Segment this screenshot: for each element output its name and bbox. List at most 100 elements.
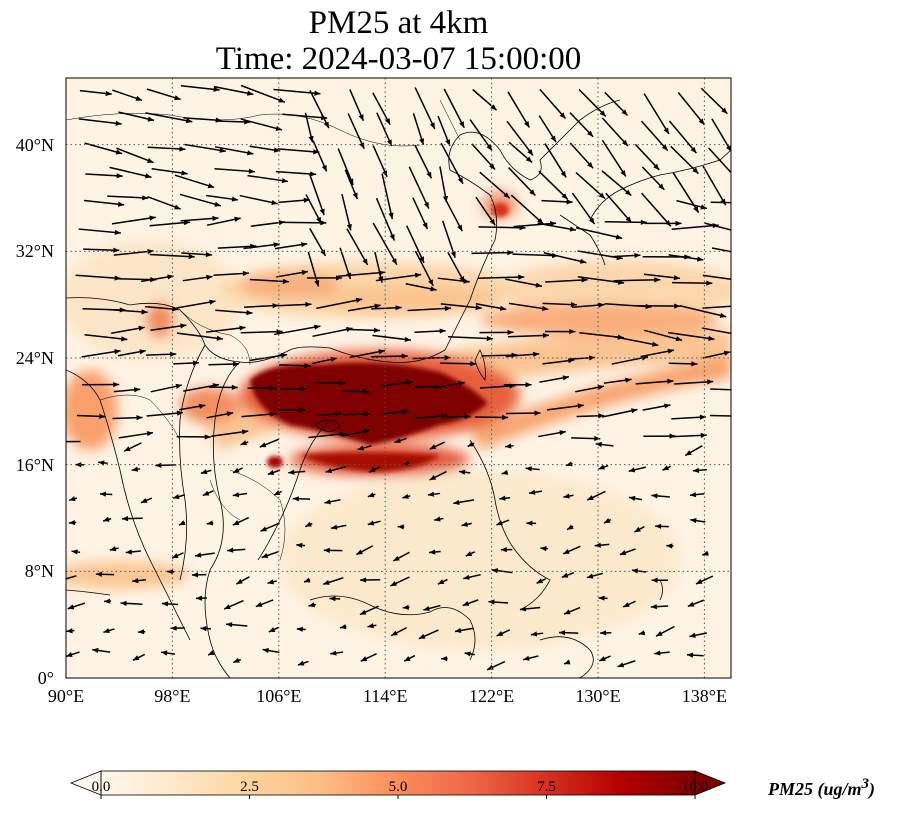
wind-vector-shaft (408, 166, 430, 209)
wind-vector-shaft (243, 243, 280, 250)
wind-vector-head (655, 523, 662, 529)
wind-vector-head (696, 579, 703, 584)
wind-vector-shaft (213, 85, 254, 96)
wind-vector-head (149, 215, 156, 221)
coastlines (66, 99, 731, 678)
wind-vector-shaft (372, 92, 391, 126)
wind-vector-shaft (83, 248, 120, 252)
wind-vector-shaft (478, 226, 526, 229)
wind-vector-head (586, 573, 594, 579)
wind-vector-shaft (66, 575, 77, 580)
wind-vector-head (437, 579, 445, 585)
wind-vector-head (212, 215, 219, 222)
wind-vector-shaft (407, 307, 452, 312)
wind-vector-shaft (440, 142, 464, 185)
wind-vector-head (541, 305, 549, 311)
wind-vector-head (459, 469, 466, 475)
wind-vector-shaft (505, 278, 543, 287)
wind-vector-head (598, 302, 605, 308)
wind-vector-shaft (545, 278, 588, 283)
wind-vector-shaft (671, 224, 719, 230)
map-subtitle-time: Time: 2024-03-07 15:00:00 (215, 41, 582, 77)
wind-vector-shaft (184, 143, 226, 153)
wind-vector-head (441, 656, 448, 662)
wind-vector-head (597, 384, 605, 390)
wind-vector-shaft (275, 170, 317, 176)
wind-vector-head (246, 310, 253, 316)
wind-vector-head (288, 469, 295, 475)
wind-vector-shaft (176, 332, 223, 340)
wind-vector-shaft (641, 192, 672, 227)
wind-vector-head (280, 352, 288, 359)
wind-vector-head (598, 464, 605, 470)
wind-vector-head (692, 467, 700, 473)
wind-vector-head (594, 435, 601, 442)
wind-vector-head (208, 650, 215, 656)
wind-vector-head (570, 301, 577, 308)
wind-vector-shaft (183, 117, 222, 122)
wind-vector-head (459, 121, 465, 128)
wind-vector-shaft (375, 273, 422, 282)
wind-vector-head (739, 251, 745, 256)
lon-tick-label: 138°E (681, 686, 727, 706)
wind-vector-head (104, 598, 111, 604)
wind-vector-head (530, 631, 538, 637)
wind-vector-shaft (346, 228, 369, 266)
wind-vector-shaft (508, 334, 550, 338)
wind-vector-head (121, 336, 128, 342)
wind-vector-head (170, 351, 177, 357)
wind-vector-head (463, 278, 470, 284)
wind-vector-shaft (174, 174, 215, 189)
wind-vector-head (674, 303, 681, 309)
wind-vector-head (689, 632, 696, 638)
wind-vector-head (507, 250, 514, 256)
wind-vector-shaft (709, 414, 731, 417)
wind-vector-head (95, 571, 102, 577)
wind-vector-head (402, 493, 409, 499)
lon-tick-label: 106°E (256, 686, 302, 706)
wind-vector-shaft (508, 167, 536, 197)
wind-vector-shaft (643, 93, 670, 135)
wind-vector-shaft (283, 221, 327, 224)
wind-vector-shaft (537, 222, 577, 231)
wind-vector-shaft (513, 222, 557, 228)
wind-vector-head (525, 382, 532, 388)
wind-vector-head (650, 604, 657, 610)
wind-vector-shaft (539, 88, 567, 120)
wind-vector-head (685, 450, 692, 456)
wind-vector-head (181, 170, 188, 176)
wind-vector-head (362, 258, 368, 266)
lat-tick-label: 16°N (15, 454, 54, 475)
wind-vector-shaft (710, 388, 731, 391)
wind-vector-head (185, 118, 193, 124)
wind-vector-head (301, 269, 308, 276)
wind-vector-head (423, 605, 430, 611)
wind-vector-head (634, 526, 641, 533)
lat-tick-label: 8°N (24, 561, 54, 582)
wind-vector-shaft (571, 192, 596, 225)
wind-vector-head (232, 520, 240, 526)
wind-vector-head (464, 414, 471, 420)
wind-vector-head (346, 223, 352, 231)
borders (66, 99, 461, 561)
wind-vector-head (103, 628, 110, 634)
wind-vector-head (330, 650, 337, 656)
wind-vector-shaft (414, 87, 436, 130)
wind-vector-head (523, 655, 530, 661)
pm25-field (66, 78, 731, 678)
wind-vector-shaft (84, 334, 128, 341)
wind-vector-shaft (439, 166, 448, 203)
wind-vector-head (236, 578, 243, 585)
wind-vector-head (587, 130, 594, 137)
wind-vector-head (429, 475, 437, 481)
colorbar-label-text: PM25 (ug/m (768, 779, 862, 799)
lat-tick-label: 32°N (15, 241, 54, 262)
wind-vector-shaft (214, 146, 254, 155)
wind-vector-head (675, 220, 682, 227)
wind-vector-head (581, 277, 588, 283)
wind-vector-head (561, 193, 568, 200)
wind-vector-head (742, 230, 748, 235)
wind-vector-head (462, 601, 470, 606)
wind-vector-head (321, 164, 327, 172)
wind-vector-shaft (477, 276, 525, 280)
